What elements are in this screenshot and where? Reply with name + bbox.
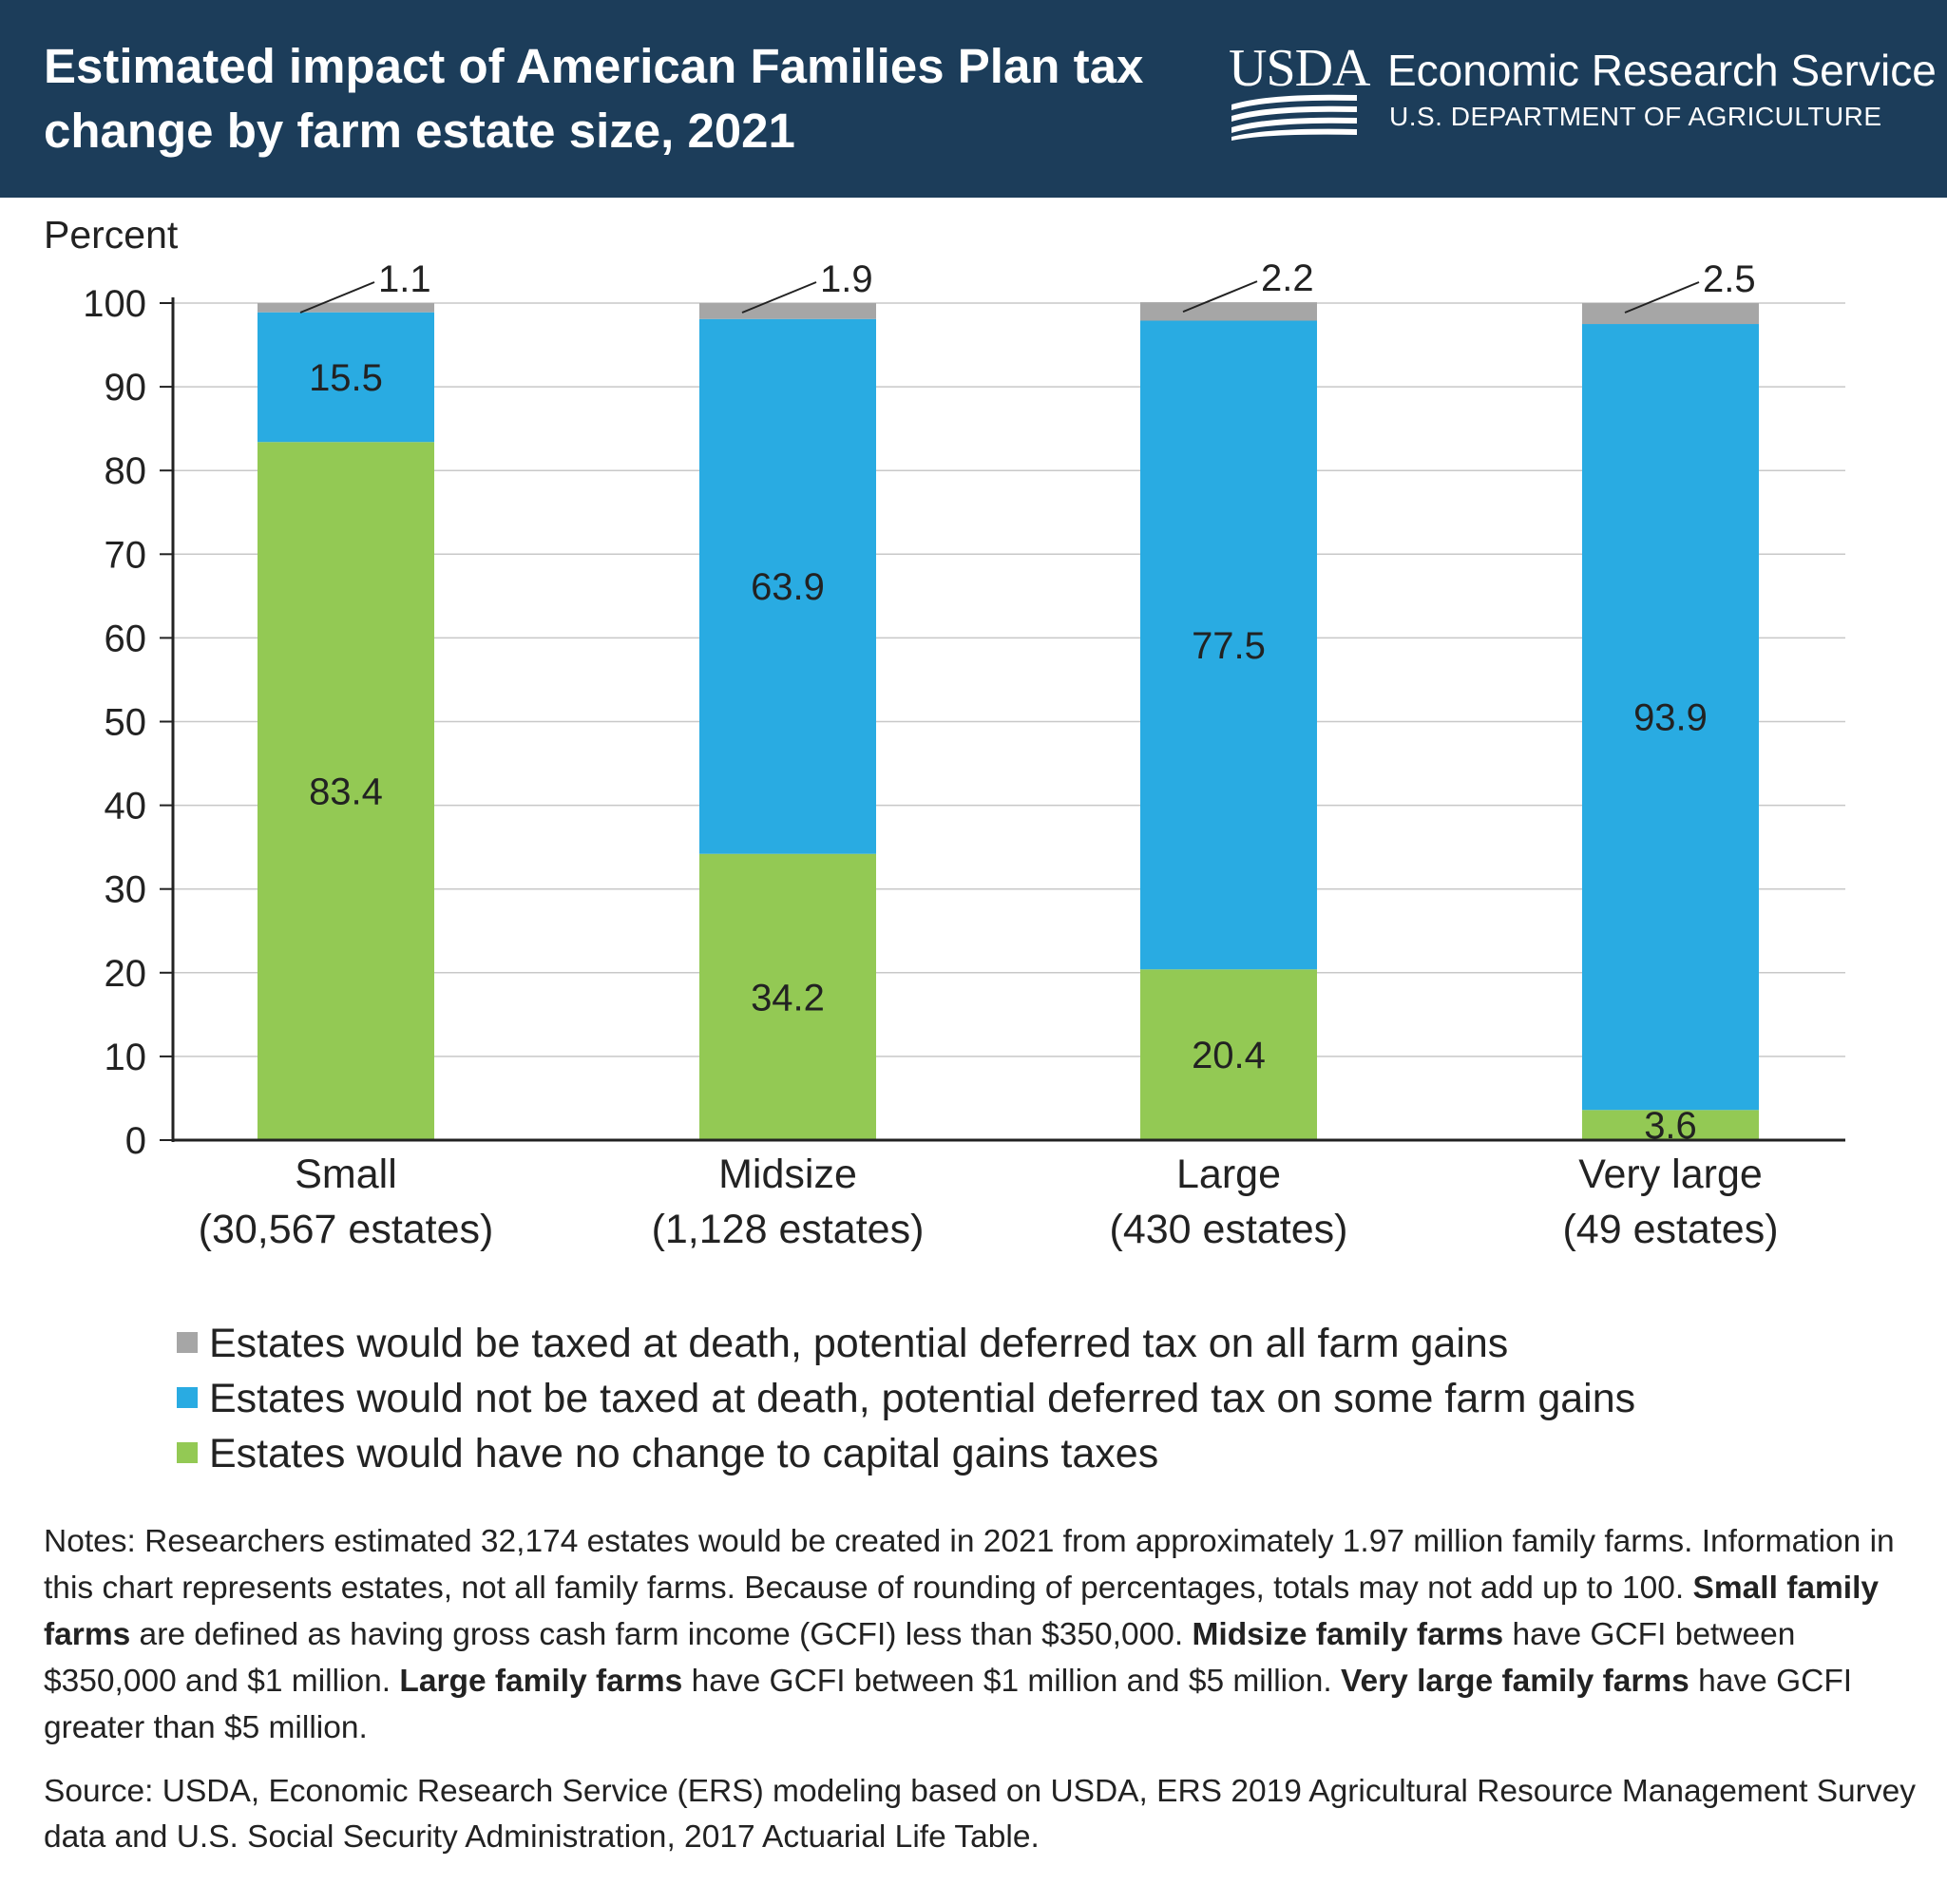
data-label: 63.9: [751, 566, 825, 608]
notes-verylarge-label: Very large family farms: [1340, 1664, 1689, 1699]
chart-title: Estimated impact of American Families Pl…: [44, 39, 1144, 158]
y-tick-label: 80: [105, 450, 147, 492]
notes-small-text: are defined as having gross cash farm in…: [130, 1617, 1193, 1652]
x-tick-label: Small: [295, 1152, 397, 1197]
data-label: 83.4: [309, 771, 383, 813]
data-label: 1.1: [378, 258, 431, 300]
leader-line: [1182, 280, 1258, 314]
chart-source: Source: USDA, Economic Research Service …: [44, 1774, 1916, 1855]
legend-swatch: [177, 1332, 198, 1353]
x-tick-label: Midsize: [718, 1152, 857, 1197]
data-label: 93.9: [1633, 697, 1708, 739]
usda-logo: USDA: [1229, 39, 1370, 98]
department-name: U.S. DEPARTMENT OF AGRICULTURE: [1389, 102, 1882, 131]
x-tick-label: (1,128 estates): [652, 1207, 925, 1252]
stacked-bar-chart: Percent 0 10 20 30 40 50 60 70 80 90 100 83.4 15.5 1.1…: [44, 213, 1845, 1252]
data-label: 34.2: [751, 977, 825, 1019]
legend-item: Estates would be taxed at death, potenti…: [177, 1316, 1935, 1371]
bar-segment: [258, 312, 434, 443]
notes-intro: Notes: Researchers estimated 32,174 esta…: [44, 1524, 1895, 1606]
leader-line: [299, 281, 375, 314]
legend-item: Estates would have no change to capital …: [177, 1426, 1935, 1481]
data-label: 1.9: [820, 258, 873, 300]
y-tick-label: 50: [105, 702, 147, 744]
y-tick-label: 0: [125, 1120, 146, 1162]
y-tick-label: 100: [83, 283, 146, 325]
bar-segment: [699, 853, 876, 1140]
bar-segment: [258, 442, 434, 1141]
bar-segment: [1140, 969, 1317, 1140]
notes-midsize-label: Midsize family farms: [1192, 1617, 1504, 1652]
x-tick-label: (430 estates): [1110, 1207, 1348, 1252]
notes-verylarge-text: have GCFI greater than $5 million.: [44, 1664, 1853, 1745]
bar-segment: [1140, 302, 1317, 321]
y-tick-label: 10: [105, 1037, 147, 1078]
legend-swatch: [177, 1442, 198, 1463]
bar-segment: [699, 318, 876, 854]
y-tick-label: 20: [105, 953, 147, 995]
data-label: 20.4: [1192, 1035, 1266, 1076]
bar-segment: [1582, 303, 1759, 325]
notes-midsize-text: have GCFI between $350,000 and $1 millio…: [44, 1617, 1796, 1699]
usda-logo-waves-icon: [1231, 94, 1357, 141]
header-banner: Estimated impact of American Families Pl…: [0, 0, 1947, 198]
y-tick-label: 40: [105, 786, 147, 828]
leader-line: [741, 281, 817, 314]
y-axis-label: Percent: [44, 213, 179, 257]
notes-small-label: Small family farms: [44, 1571, 1880, 1652]
legend-label: Estates would be taxed at death, potenti…: [209, 1321, 1509, 1366]
bar-segment: [1140, 320, 1317, 970]
x-tick-label: Large: [1176, 1152, 1281, 1197]
chart-notes: Notes: Researchers estimated 32,174 esta…: [44, 1518, 1916, 1751]
y-tick-label: 30: [105, 869, 147, 911]
legend-swatch: [177, 1387, 198, 1408]
agency-name: Economic Research Service: [1387, 46, 1937, 95]
data-label: 2.2: [1261, 257, 1314, 299]
bar-segment: [1582, 324, 1759, 1111]
x-tick-label: Very large: [1578, 1152, 1763, 1197]
data-label: 2.5: [1703, 258, 1756, 300]
bar-segment: [699, 303, 876, 319]
legend-label: Estates would not be taxed at death, pot…: [209, 1376, 1636, 1421]
notes-large-label: Large family farms: [399, 1664, 683, 1699]
bar-segment: [1582, 1110, 1759, 1140]
legend-item: Estates would not be taxed at death, pot…: [177, 1371, 1935, 1426]
y-tick-label: 90: [105, 367, 147, 409]
x-tick-label: (30,567 estates): [199, 1207, 494, 1252]
y-tick-label: 60: [105, 618, 147, 659]
legend-label: Estates would have no change to capital …: [209, 1431, 1159, 1476]
leader-line: [1624, 281, 1700, 314]
data-label: 77.5: [1192, 625, 1266, 667]
data-label: 15.5: [309, 357, 383, 399]
y-tick-label: 70: [105, 534, 147, 576]
legend: Estates would be taxed at death, potenti…: [177, 1316, 1935, 1481]
x-tick-label: (49 estates): [1562, 1207, 1778, 1252]
notes-large-text: have GCFI between $1 million and $5 mill…: [682, 1664, 1341, 1699]
bar-segment: [258, 303, 434, 313]
